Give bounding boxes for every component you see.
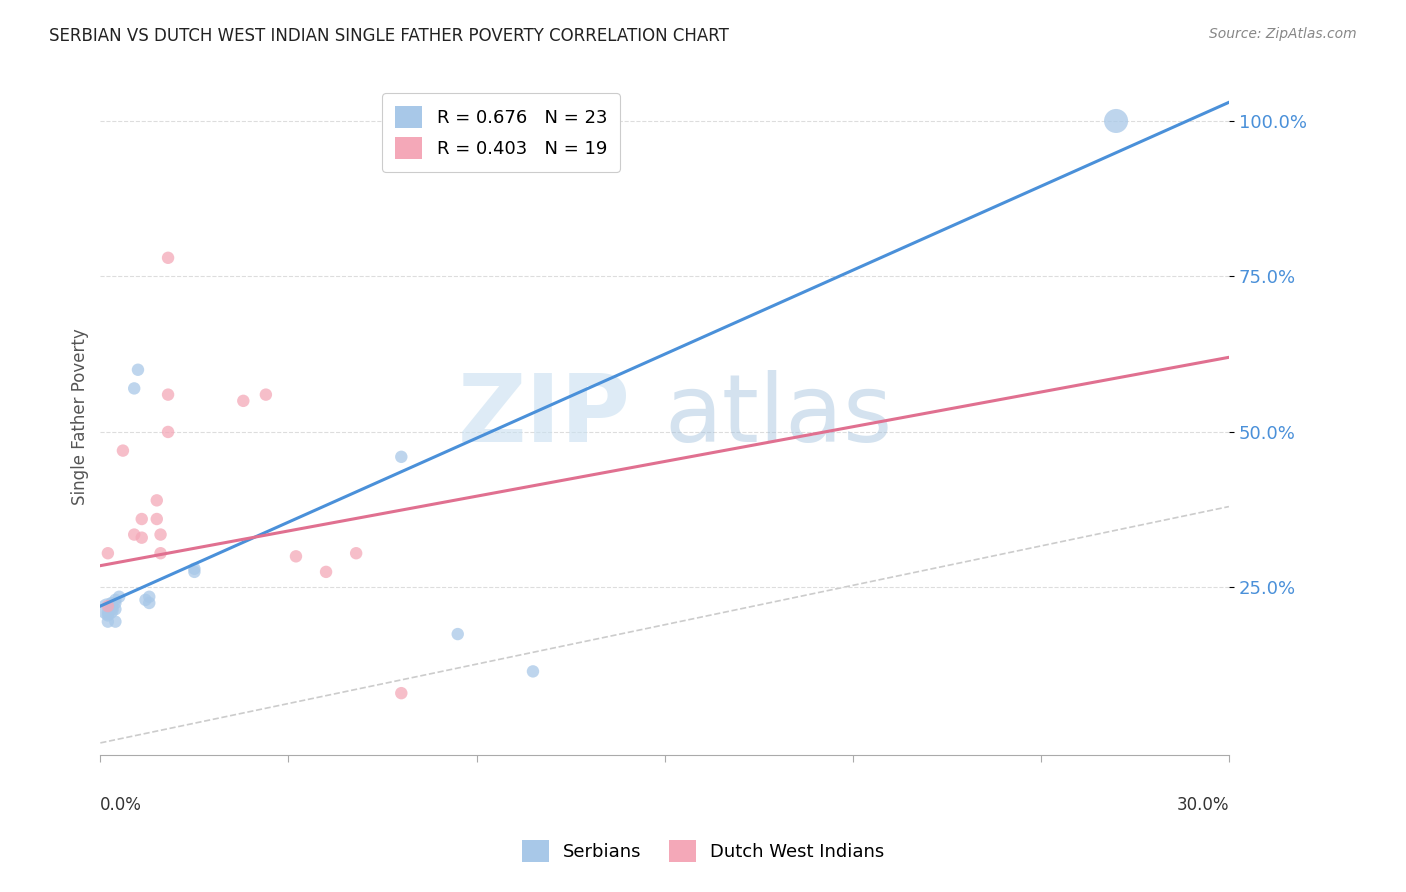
Point (104, 596, 127, 610)
Point (254, 387, 277, 401)
Point (232, 393, 254, 408)
Point (122, 527, 145, 541)
Point (138, 596, 160, 610)
Legend: Serbians, Dutch West Indians: Serbians, Dutch West Indians (515, 833, 891, 870)
Point (97, 602, 120, 616)
Y-axis label: Single Father Poverty: Single Father Poverty (72, 328, 89, 505)
Point (97, 599, 120, 613)
Text: atlas: atlas (665, 370, 893, 462)
Point (127, 363, 149, 377)
Point (131, 531, 153, 545)
Point (447, 627, 470, 641)
Text: SERBIAN VS DUTCH WEST INDIAN SINGLE FATHER POVERTY CORRELATION CHART: SERBIAN VS DUTCH WEST INDIAN SINGLE FATH… (49, 27, 730, 45)
Point (522, 665, 544, 679)
Point (315, 565, 337, 579)
Point (104, 615, 127, 629)
Point (146, 512, 169, 526)
Point (100, 602, 122, 616)
Point (104, 602, 127, 616)
Point (389, 686, 412, 700)
Legend: R = 0.676   N = 23, R = 0.403   N = 19: R = 0.676 N = 23, R = 0.403 N = 19 (382, 94, 620, 171)
Point (157, 251, 180, 265)
Point (285, 549, 308, 564)
Point (97, 608, 120, 623)
Point (149, 546, 172, 560)
Text: 0.0%: 0.0% (100, 796, 142, 814)
Point (183, 562, 205, 576)
Point (183, 565, 205, 579)
Point (389, 450, 412, 464)
Point (100, 596, 122, 610)
Point (157, 425, 180, 439)
Text: ZIP: ZIP (458, 370, 631, 462)
Point (97, 605, 120, 619)
Point (1105, 114, 1128, 128)
Text: Source: ZipAtlas.com: Source: ZipAtlas.com (1209, 27, 1357, 41)
Point (122, 381, 145, 395)
Point (344, 546, 367, 560)
Point (108, 590, 131, 604)
Point (134, 592, 156, 607)
Point (100, 599, 122, 613)
Point (138, 590, 160, 604)
Point (111, 443, 134, 458)
Point (157, 387, 180, 401)
Text: 30.0%: 30.0% (1177, 796, 1229, 814)
Point (149, 527, 172, 541)
Point (97, 615, 120, 629)
Point (131, 512, 153, 526)
Point (97, 546, 120, 560)
Point (146, 493, 169, 508)
Point (104, 592, 127, 607)
